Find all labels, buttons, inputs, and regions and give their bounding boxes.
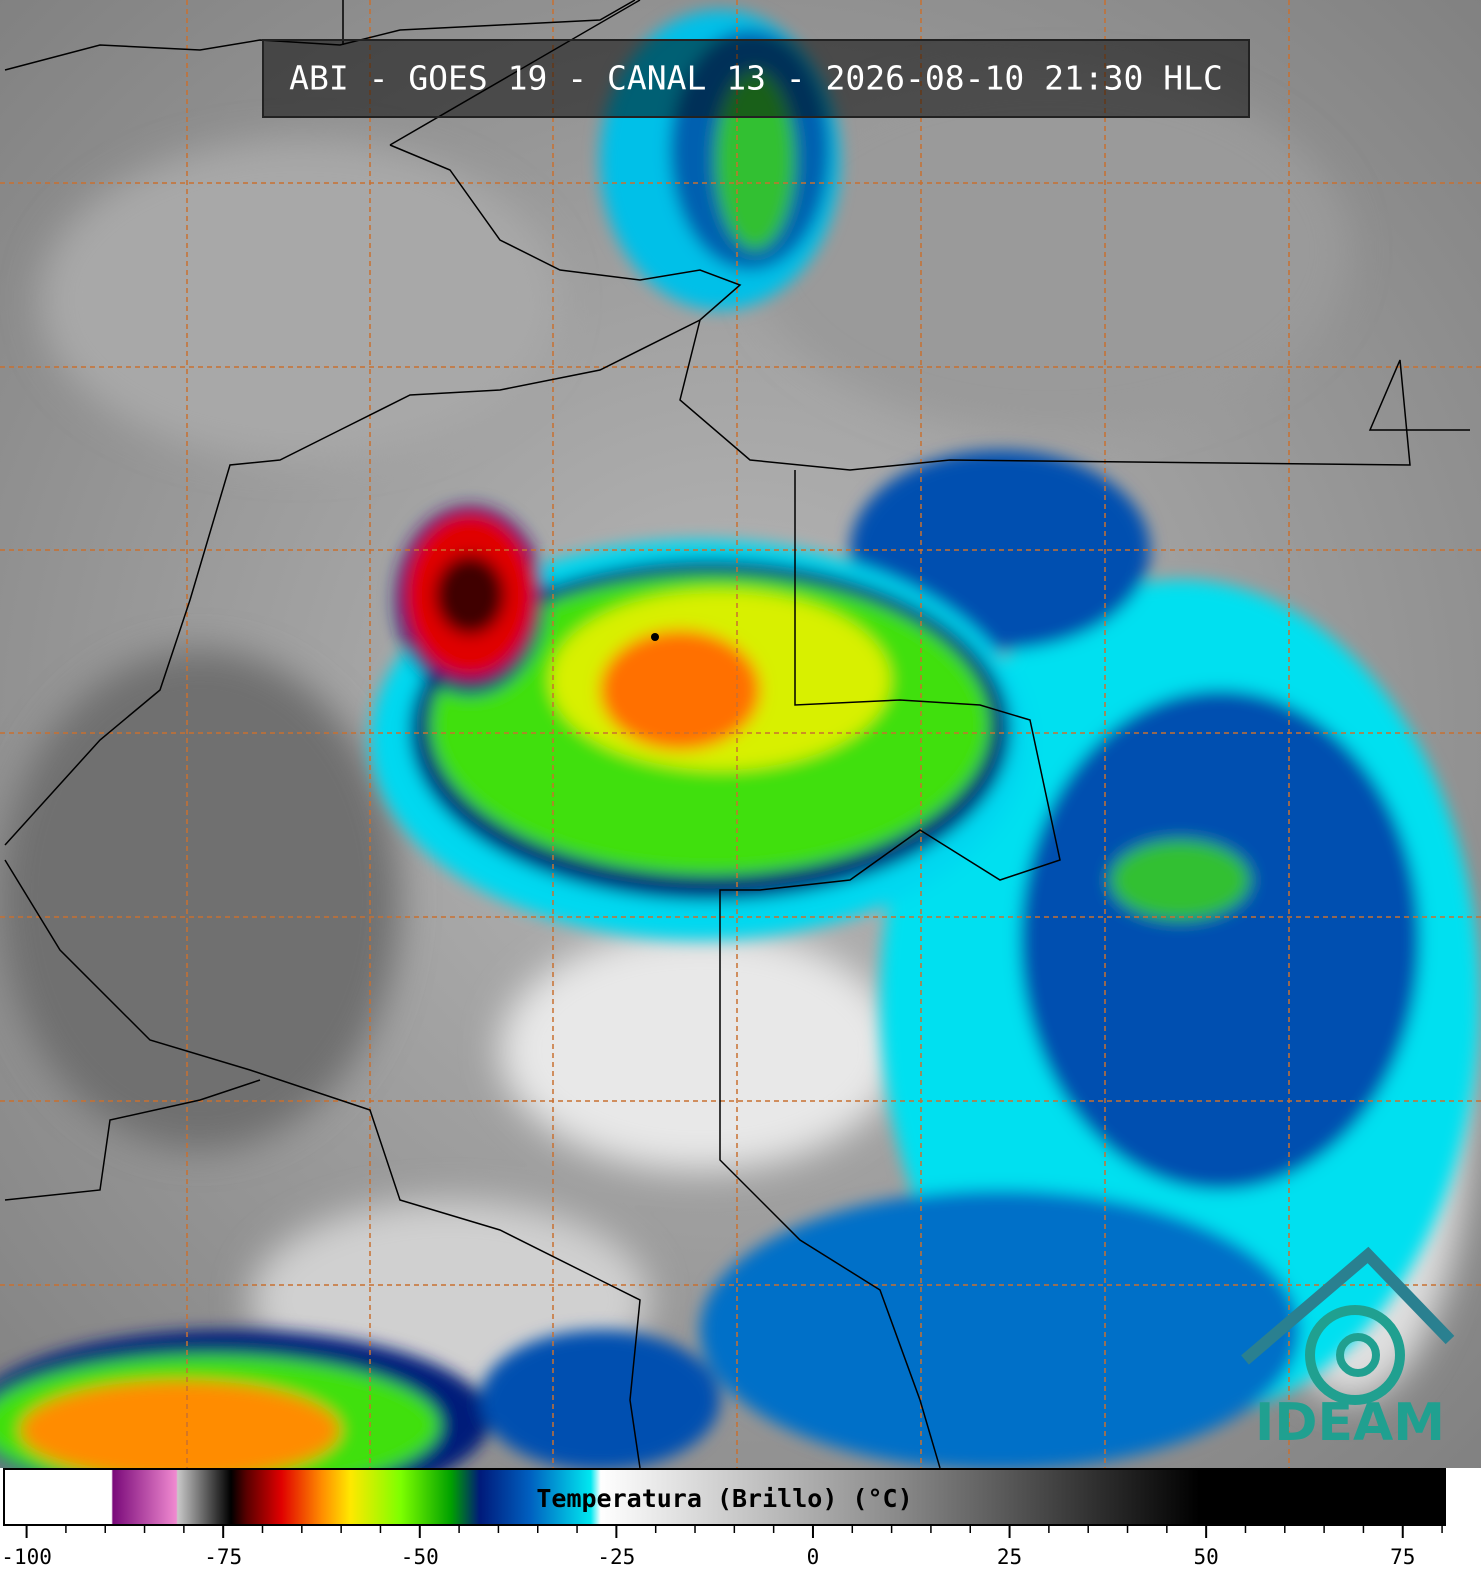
colorbar xyxy=(3,1468,1446,1526)
borders xyxy=(4,0,1470,1468)
satellite-map: ABI - GOES 19 - CANAL 13 - 2026-08-10 21… xyxy=(0,0,1481,1468)
tick-label: -100 xyxy=(1,1545,52,1569)
convective-cells xyxy=(0,10,1480,1468)
tick-label: -75 xyxy=(204,1545,242,1569)
tick-label: -25 xyxy=(597,1545,635,1569)
logo-text: IDEAM xyxy=(1255,1393,1445,1453)
graticule xyxy=(0,0,1481,1468)
colorbar-label: Temperatura (Brillo) (°C) xyxy=(536,1484,913,1513)
colorbar-axis: -100 -75 -50 -25 0 25 50 75 xyxy=(1,1526,1443,1569)
tick-label: 25 xyxy=(997,1545,1022,1569)
tick-label: 0 xyxy=(807,1545,820,1569)
tick-label: 50 xyxy=(1194,1545,1219,1569)
tick-label: 75 xyxy=(1390,1545,1415,1569)
logo-shape xyxy=(1241,1246,1455,1405)
tick-label: -50 xyxy=(401,1545,439,1569)
title: ABI - GOES 19 - CANAL 13 - 2026-08-10 21… xyxy=(289,59,1223,98)
city-marker xyxy=(651,633,659,641)
title-box xyxy=(262,39,1250,118)
